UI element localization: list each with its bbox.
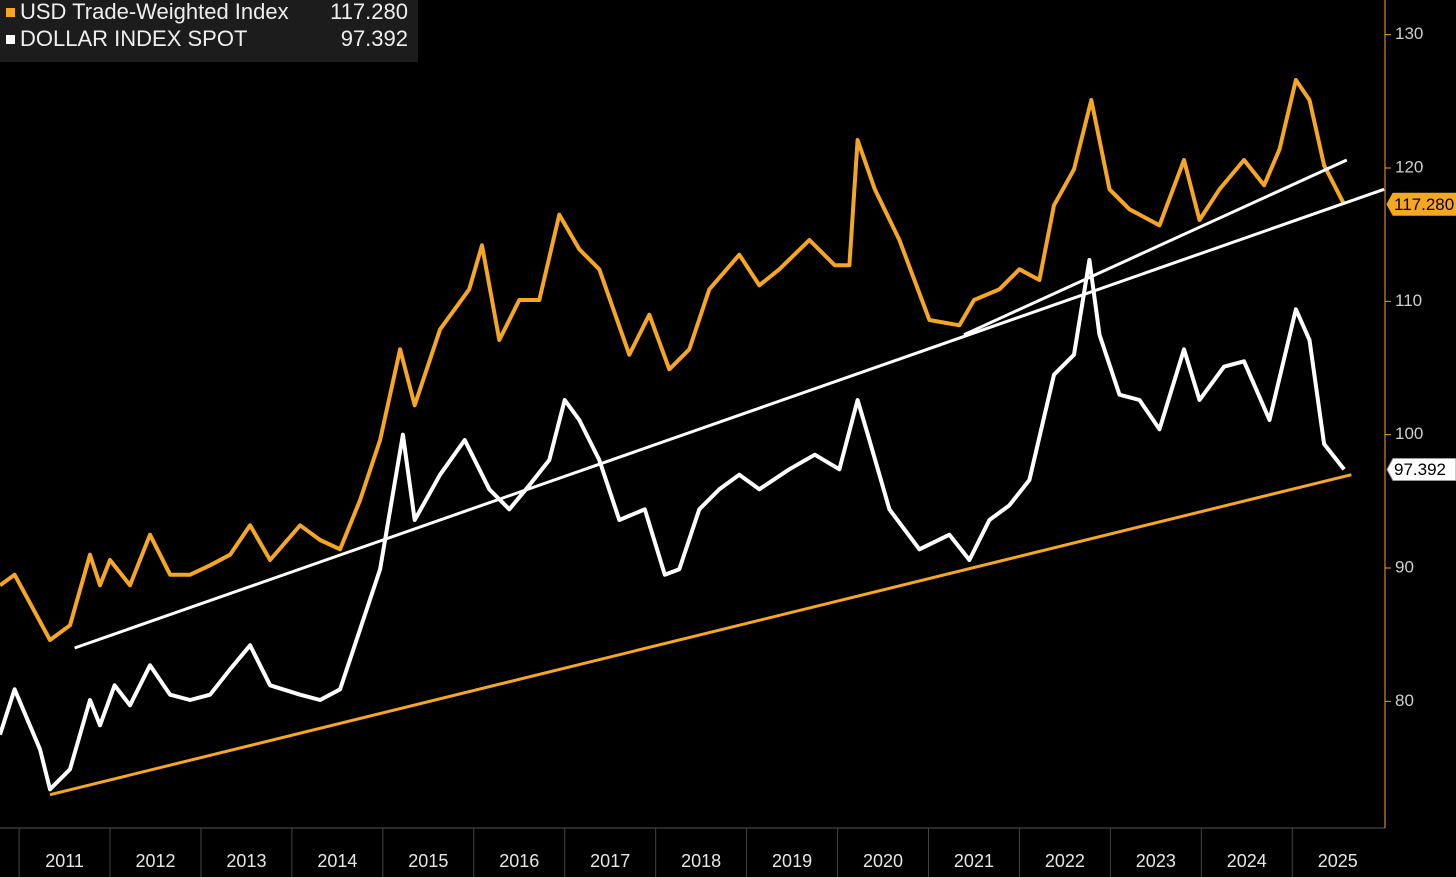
x-tick-label: 2014	[317, 851, 357, 871]
x-tick-label: 2013	[226, 851, 266, 871]
x-tick-label: 2016	[499, 851, 539, 871]
y-tick-label: 120	[1395, 157, 1423, 176]
y-tick-label: 110	[1395, 291, 1422, 310]
x-tick-label: 2021	[954, 851, 994, 871]
x-tick-label: 2023	[1136, 851, 1176, 871]
trendline	[49, 473, 1352, 797]
x-tick-label: 2019	[772, 851, 812, 871]
trendline	[963, 158, 1348, 337]
legend-swatch	[6, 35, 15, 44]
x-tick-label: 2024	[1227, 851, 1267, 871]
x-tick-label: 2020	[863, 851, 903, 871]
series-line	[0, 78, 1346, 642]
last-value-label: 97.392	[1394, 460, 1446, 479]
x-tick-label: 2011	[45, 851, 84, 871]
x-tick-label: 2012	[135, 851, 175, 871]
last-value-tag	[1386, 457, 1456, 481]
y-tick-label: 100	[1395, 424, 1423, 443]
x-tick-label: 2015	[408, 851, 448, 871]
legend-swatch	[6, 8, 15, 17]
y-tick-label: 90	[1395, 557, 1414, 576]
last-value-label: 117.280	[1394, 195, 1454, 214]
x-tick-label: 2022	[1045, 851, 1085, 871]
trendline	[74, 187, 1385, 650]
last-value-tag	[1386, 192, 1456, 216]
x-tick-label: 2018	[681, 851, 721, 871]
y-tick-label: 80	[1395, 691, 1414, 710]
legend-box	[0, 0, 418, 62]
y-tick-label: 130	[1395, 24, 1423, 43]
x-tick-label: 2017	[590, 851, 630, 871]
legend-label: USD Trade-Weighted Index	[20, 0, 289, 24]
legend-value: 97.392	[341, 26, 408, 51]
legend-value: 117.280	[330, 0, 408, 24]
series-line	[0, 258, 1346, 792]
legend-label: DOLLAR INDEX SPOT	[20, 26, 247, 51]
x-tick-label: 2025	[1318, 851, 1358, 871]
